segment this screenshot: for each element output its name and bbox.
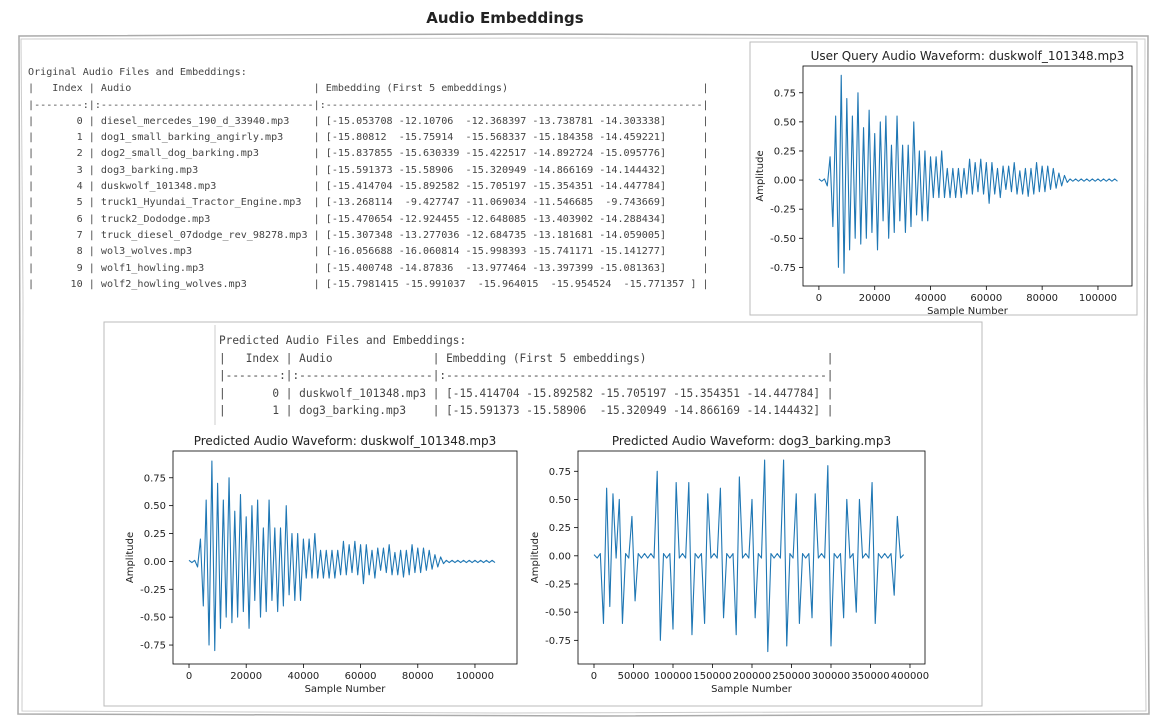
chart-title: Predicted Audio Waveform: dog3_barking.m… [612, 434, 891, 448]
x-axis-label: Sample Number [927, 306, 1009, 317]
x-tick-label: 40000 [287, 671, 319, 682]
table-line: | 0 | diesel_mercedes_190_d_33940.mp3 | … [28, 115, 709, 127]
x-tick-label: 100000 [456, 671, 494, 682]
table-line: | 9 | wolf1_howling.mp3 | [-15.400748 -1… [28, 262, 709, 274]
predicted-table: Predicted Audio Files and Embeddings: | I… [219, 332, 833, 420]
x-tick-label: 250000 [772, 671, 810, 682]
table-line: | Index | Audio | Embedding (First 5 emb… [28, 83, 709, 95]
x-tick-label: 20000 [859, 293, 891, 304]
x-axis-label: Sample Number [305, 684, 387, 695]
y-tick-label: -0.75 [770, 263, 796, 274]
table-line: | 0 | duskwolf_101348.mp3 | [-15.414704 … [219, 386, 834, 400]
plot-area [578, 451, 925, 664]
table-line: | 1 | dog1_small_barking_angirly.mp3 | [… [28, 132, 709, 144]
table-line: | 6 | truck2_Dododge.mp3 | [-15.470654 -… [28, 213, 709, 225]
table-line: | 7 | truck_diesel_07dodge_rev_98278.mp3… [28, 229, 709, 241]
table-line: | 2 | dog2_small_dog_barking.mp3 | [-15.… [28, 148, 709, 160]
x-tick-label: 50000 [618, 671, 650, 682]
x-tick-label: 400000 [891, 671, 929, 682]
y-tick-label: -0.75 [140, 641, 166, 652]
sketch-frame-inner [20, 37, 1147, 714]
x-tick-label: 60000 [345, 671, 377, 682]
y-tick-label: 0.50 [144, 501, 166, 512]
table-line: | 1 | dog3_barking.mp3 | [-15.591373 -15… [219, 404, 834, 417]
y-tick-label: 0.00 [549, 551, 571, 562]
waveform [818, 74, 1118, 274]
original-table: Original Audio Files and Embeddings: | In… [28, 65, 709, 293]
y-tick-label: 0.50 [774, 117, 796, 128]
table-caption: Predicted Audio Files and Embeddings: [219, 334, 467, 347]
y-tick-label: 0.75 [549, 467, 571, 478]
y-tick-label: -0.50 [545, 608, 571, 619]
plot-frame [802, 65, 1133, 287]
table-line: | 10 | wolf2_howling_wolves.mp3 | [-15.7… [28, 278, 709, 290]
x-tick-label: 0 [186, 671, 192, 682]
x-tick-label: 0 [816, 293, 822, 304]
y-tick-label: 0.00 [144, 557, 166, 568]
y-axis-label: Amplitude [125, 532, 136, 583]
plot-frame [172, 450, 518, 665]
y-tick-label: 0.75 [774, 88, 796, 99]
y-tick-label: -0.25 [545, 579, 571, 590]
y-tick-label: -0.25 [770, 205, 796, 216]
y-tick-label: 0.25 [774, 146, 796, 157]
plot-frame [577, 450, 926, 665]
table-line: | 4 | duskwolf_101348.mp3 | [-15.414704 … [28, 181, 709, 193]
x-tick-label: 0 [591, 671, 597, 682]
y-axis-label: Amplitude [755, 150, 766, 201]
table-line: |--------:|:--------------------|:------… [219, 369, 834, 382]
y-tick-label: 0.00 [774, 176, 796, 187]
y-tick-label: 0.25 [549, 523, 571, 534]
x-tick-label: 80000 [402, 671, 434, 682]
y-tick-label: 0.25 [144, 529, 166, 540]
y-tick-label: -0.50 [770, 234, 796, 245]
x-tick-label: 300000 [812, 671, 850, 682]
waveform [188, 460, 496, 652]
waveform [593, 459, 905, 653]
chart-title: User Query Audio Waveform: duskwolf_1013… [811, 49, 1125, 63]
y-tick-label: 0.75 [144, 473, 166, 484]
x-axis-label: Sample Number [711, 684, 793, 695]
sketch-frame [17, 33, 1150, 717]
table-line: | Index | Audio | Embedding (First 5 emb… [219, 351, 834, 365]
x-tick-label: 40000 [915, 293, 947, 304]
table-line: |--------:|:----------------------------… [28, 99, 709, 111]
plot-area [803, 66, 1132, 286]
x-tick-label: 200000 [733, 671, 771, 682]
x-tick-label: 100000 [1079, 293, 1117, 304]
x-tick-label: 20000 [230, 671, 262, 682]
y-axis-label: Amplitude [530, 532, 541, 583]
y-tick-label: -0.75 [545, 636, 571, 647]
x-tick-label: 80000 [1026, 293, 1058, 304]
table-line: | 3 | dog3_barking.mp3 | [-15.591373 -15… [28, 164, 709, 176]
table-caption: Original Audio Files and Embeddings: [28, 67, 247, 78]
y-tick-label: 0.50 [549, 495, 571, 506]
x-tick-label: 150000 [693, 671, 731, 682]
page-title: Audio Embeddings [426, 9, 584, 27]
table-line: | 5 | truck1_Hyundai_Tractor_Engine.mp3 … [28, 197, 709, 209]
y-tick-label: -0.50 [140, 613, 166, 624]
x-tick-label: 100000 [654, 671, 692, 682]
x-tick-label: 350000 [851, 671, 889, 682]
chart-title: Predicted Audio Waveform: duskwolf_10134… [194, 434, 497, 448]
x-tick-label: 60000 [970, 293, 1002, 304]
y-tick-label: -0.25 [140, 585, 166, 596]
table-line: | 8 | wol3_wolves.mp3 | [-16.056688 -16.… [28, 246, 709, 258]
